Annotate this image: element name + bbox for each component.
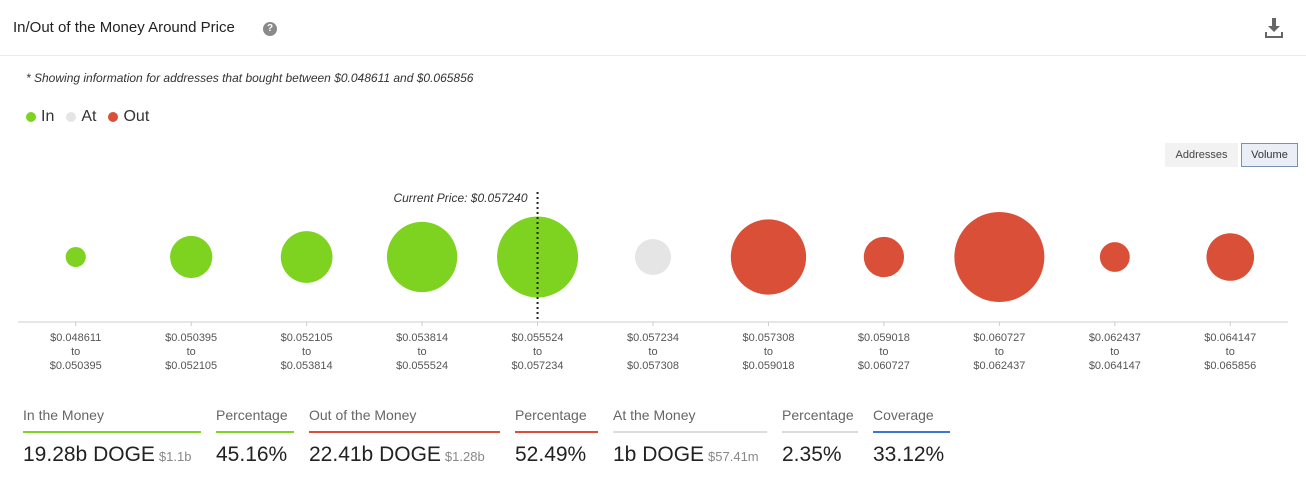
x-tick-label: to (71, 346, 80, 358)
stat-usd-value: $57.41m (708, 449, 759, 464)
stat-label: Percentage (216, 407, 288, 423)
stat-usd-value: $1.28b (444, 449, 485, 464)
x-tick-label: $0.057234 (512, 360, 564, 372)
x-tick-label: to (764, 346, 773, 358)
legend-dot-at (66, 112, 77, 122)
x-tick-label: to (302, 346, 311, 358)
legend-label-in: In (41, 108, 55, 125)
x-tick-label: $0.059018 (742, 360, 794, 372)
x-tick-label: $0.050395 (50, 360, 102, 372)
x-tick-label: to (1110, 346, 1119, 358)
range-note: * Showing information for addresses that… (26, 71, 474, 85)
stat-value: 22.41b DOGE $1.28b (309, 443, 485, 466)
x-tick-label: to (879, 346, 888, 358)
widget-header: In/Out of the Money Around Price ? (0, 0, 1306, 56)
bubble-in[interactable] (65, 246, 86, 268)
x-tick-label: to (187, 346, 196, 358)
x-tick-label: $0.062437 (973, 360, 1025, 372)
x-tick-label: $0.057308 (627, 360, 679, 372)
widget-title: In/Out of the Money Around Price (13, 19, 235, 36)
stat-value: 45.16% (216, 443, 288, 466)
download-icon[interactable] (1264, 17, 1284, 39)
addresses-toggle-button[interactable]: Addresses (1165, 143, 1238, 167)
stat-underline (309, 431, 500, 433)
x-tick-label: $0.059018 (858, 332, 910, 344)
x-tick-label: $0.062437 (1089, 332, 1141, 344)
x-tick-label: $0.052105 (281, 332, 333, 344)
x-tick-label: $0.050395 (165, 332, 217, 344)
x-tick-label: $0.053814 (281, 360, 333, 372)
bubble-in[interactable] (170, 235, 213, 279)
x-tick-label: $0.057234 (627, 332, 679, 344)
legend-dot-in (26, 112, 36, 122)
stat-value: 19.28b DOGE $1.1b (23, 443, 192, 466)
legend-item-at[interactable]: At (66, 108, 96, 126)
stat-underline (23, 431, 201, 433)
bubble-out[interactable] (1099, 242, 1130, 272)
stat-label: Coverage (873, 407, 934, 423)
x-tick-label: $0.060727 (858, 360, 910, 372)
x-tick-label: $0.052105 (165, 360, 217, 372)
legend-item-in[interactable]: In (26, 108, 54, 126)
stat-coverage: Coverage 33.12% (873, 404, 950, 467)
stat-label: At the Money (613, 407, 696, 423)
help-icon[interactable]: ? (263, 22, 277, 36)
stat-value: 1b DOGE $57.41m (613, 443, 759, 466)
x-tick-label: to (995, 346, 1004, 358)
bubble-chart: $0.048611 to $0.050395 $0.050395 to $0.052105… (18, 191, 1288, 372)
x-tick-label: $0.055524 (396, 360, 448, 372)
bubble-at[interactable] (635, 239, 671, 275)
x-tick-label: $0.064147 (1204, 332, 1256, 344)
legend: In At Out (26, 108, 161, 126)
stat-label: In the Money (23, 407, 104, 423)
stat-value: 2.35% (782, 443, 842, 466)
stat-in-percentage: Percentage 45.16% (216, 404, 294, 467)
x-tick-label: $0.060727 (973, 332, 1025, 344)
x-tick-label: $0.057308 (742, 332, 794, 344)
x-tick-label: $0.055524 (512, 332, 564, 344)
stat-underline (873, 431, 950, 433)
x-tick-label: $0.065856 (1204, 360, 1256, 372)
bubble-in[interactable] (386, 221, 458, 293)
bubble-in[interactable] (280, 231, 333, 283)
volume-toggle-button[interactable]: Volume (1241, 143, 1298, 167)
legend-item-out[interactable]: Out (108, 108, 149, 126)
x-tick-label: $0.048611 (50, 332, 101, 344)
bubble-out[interactable] (1206, 233, 1255, 281)
stat-out-of-the-money: Out of the Money 22.41b DOGE $1.28b (309, 404, 500, 467)
stats-row: In the Money 19.28b DOGE $1.1b Percentage… (0, 404, 1306, 484)
stat-label: Out of the Money (309, 407, 417, 423)
current-price-label: Current Price: $0.057240 (393, 191, 527, 205)
legend-label-out: Out (123, 108, 150, 125)
bubble-out[interactable] (954, 212, 1045, 302)
stat-out-percentage: Percentage 52.49% (515, 404, 598, 467)
stat-usd-value: $1.1b (158, 449, 192, 464)
x-tick-label: $0.064147 (1089, 360, 1141, 372)
stat-underline (613, 431, 767, 433)
stat-at-percentage: Percentage 2.35% (782, 404, 858, 467)
legend-dot-out (108, 112, 119, 122)
bubble-out[interactable] (730, 219, 807, 295)
stat-value: 33.12% (873, 443, 945, 466)
stat-value: 52.49% (515, 443, 587, 466)
stat-in-the-money: In the Money 19.28b DOGE $1.1b (23, 404, 201, 467)
x-tick-label: to (533, 346, 542, 358)
legend-label-at: At (81, 108, 97, 125)
x-tick-label: $0.053814 (396, 332, 448, 344)
stat-label: Percentage (782, 407, 854, 423)
stat-label: Percentage (515, 407, 587, 423)
x-tick-label: to (1226, 346, 1235, 358)
stat-underline (515, 431, 598, 433)
stat-underline (216, 431, 294, 433)
x-tick-label: to (648, 346, 657, 358)
x-tick-label: to (417, 346, 426, 358)
stat-at-the-money: At the Money 1b DOGE $57.41m (613, 404, 767, 467)
bubble-out[interactable] (863, 236, 905, 278)
stat-underline (782, 431, 858, 433)
